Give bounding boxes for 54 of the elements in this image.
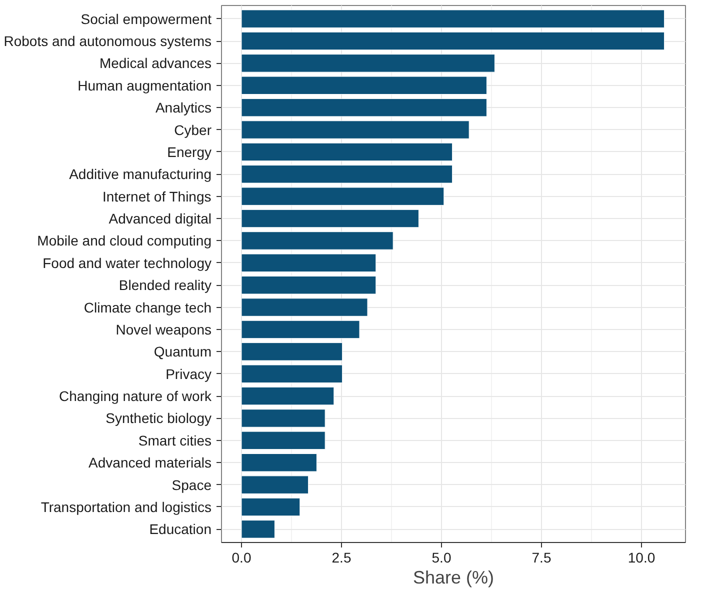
y-tick-label: Smart cities bbox=[138, 432, 212, 448]
y-tick-label: Human augmentation bbox=[78, 77, 212, 94]
bar bbox=[241, 409, 326, 428]
y-tick-label: Synthetic biology bbox=[106, 410, 212, 426]
x-tick-label: 2.5 bbox=[332, 550, 352, 566]
bar bbox=[241, 364, 343, 383]
bar bbox=[241, 476, 309, 494]
bar bbox=[241, 10, 665, 28]
x-tick-label: 5.0 bbox=[432, 550, 452, 566]
y-tick-label: Additive manufacturing bbox=[69, 166, 212, 182]
y-tick-label: Blended reality bbox=[118, 277, 212, 294]
bar bbox=[241, 165, 453, 184]
bar bbox=[241, 298, 368, 316]
x-tick-label: 10.0 bbox=[628, 550, 656, 566]
y-tick-label: Novel weapons bbox=[116, 321, 212, 338]
bar bbox=[241, 342, 343, 361]
bar bbox=[241, 142, 453, 162]
y-tick-label: Analytics bbox=[155, 100, 212, 116]
bar bbox=[241, 32, 665, 50]
bar bbox=[241, 98, 487, 117]
bar bbox=[241, 431, 326, 450]
bar bbox=[241, 320, 360, 339]
y-tick-label: Space bbox=[172, 476, 212, 493]
bar bbox=[241, 276, 376, 294]
y-tick-label: Mobile and cloud computing bbox=[37, 232, 212, 249]
y-tick-label: Robots and autonomous systems bbox=[4, 33, 212, 50]
bar bbox=[241, 254, 376, 272]
bar bbox=[241, 232, 394, 250]
y-tick-label: Changing nature of work bbox=[58, 388, 212, 404]
y-tick-label: Internet of Things bbox=[102, 188, 212, 204]
bar bbox=[241, 187, 444, 206]
bar bbox=[241, 54, 495, 72]
y-tick-label: Food and water technology bbox=[42, 254, 212, 271]
bar bbox=[241, 520, 275, 538]
bar bbox=[241, 76, 487, 95]
bar bbox=[241, 209, 419, 228]
y-tick-label: Advanced digital bbox=[108, 210, 212, 227]
y-tick-label: Quantum bbox=[154, 344, 212, 360]
y-tick-label: Advanced materials bbox=[88, 454, 212, 471]
y-tick-label: Social empowerment bbox=[80, 10, 212, 27]
x-tick-label: 0.0 bbox=[232, 550, 252, 566]
bar bbox=[241, 453, 317, 472]
y-tick-label: Climate change tech bbox=[84, 299, 212, 316]
bar bbox=[241, 498, 300, 516]
bar bbox=[241, 386, 334, 406]
y-tick-label: Cyber bbox=[174, 122, 212, 138]
x-tick-label: 7.5 bbox=[532, 550, 552, 566]
y-tick-label: Medical advances bbox=[99, 55, 212, 72]
y-tick-label: Privacy bbox=[166, 366, 212, 382]
x-axis-title: Share (%) bbox=[412, 568, 494, 588]
bar bbox=[241, 120, 470, 139]
y-tick-label: Energy bbox=[167, 144, 212, 160]
y-tick-label: Education bbox=[149, 521, 212, 538]
y-tick-label: Transportation and logistics bbox=[40, 498, 212, 515]
